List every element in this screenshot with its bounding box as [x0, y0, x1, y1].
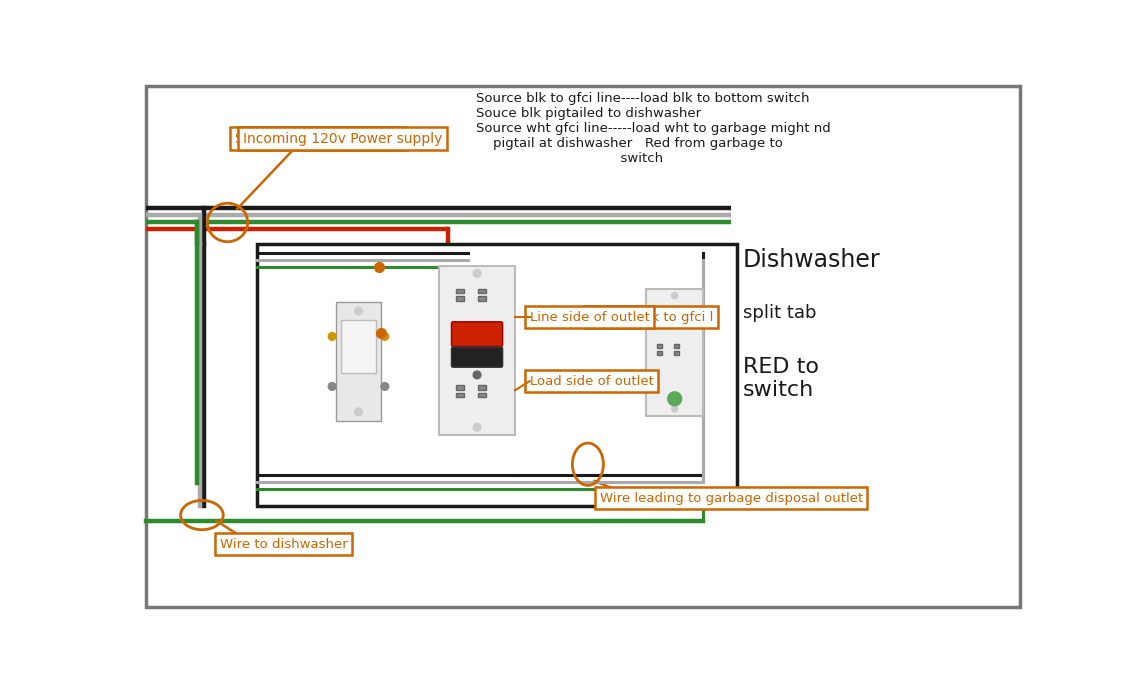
Bar: [657, 344, 662, 348]
Bar: [478, 385, 486, 390]
Bar: [456, 296, 464, 301]
Circle shape: [473, 423, 481, 431]
FancyBboxPatch shape: [336, 302, 381, 421]
Circle shape: [671, 405, 678, 412]
Bar: [456, 392, 464, 397]
Bar: [674, 306, 679, 309]
Text: Source blk to gfci line----load blk to bottom switch
Souce blk pigtailed to dish: Source blk to gfci line----load blk to b…: [476, 91, 831, 165]
Bar: [674, 351, 679, 355]
Bar: [674, 313, 679, 316]
Text: Load side of outlet: Load side of outlet: [530, 375, 653, 388]
Bar: [657, 351, 662, 355]
Bar: [674, 344, 679, 348]
Bar: [657, 306, 662, 309]
Text: Source blk to gfci line---: Source blk to gfci line---: [236, 132, 401, 145]
Circle shape: [473, 270, 481, 277]
Circle shape: [668, 392, 682, 405]
Text: split tab: split tab: [743, 305, 816, 322]
Bar: [478, 296, 486, 301]
Circle shape: [328, 383, 336, 390]
Text: Line side of outlet: Line side of outlet: [530, 311, 650, 324]
Text: Source blk to gfci l: Source blk to gfci l: [588, 311, 714, 324]
FancyBboxPatch shape: [257, 244, 737, 506]
Circle shape: [355, 408, 362, 416]
Text: Wire leading to garbage disposal outlet: Wire leading to garbage disposal outlet: [600, 492, 863, 505]
FancyBboxPatch shape: [646, 289, 703, 416]
Text: Wire to dishwasher: Wire to dishwasher: [220, 538, 347, 551]
FancyBboxPatch shape: [452, 347, 503, 367]
Bar: [456, 289, 464, 294]
Bar: [478, 392, 486, 397]
FancyBboxPatch shape: [439, 265, 516, 435]
Circle shape: [328, 333, 336, 340]
FancyBboxPatch shape: [341, 320, 376, 373]
FancyBboxPatch shape: [146, 86, 1021, 606]
Bar: [456, 385, 464, 390]
Bar: [478, 289, 486, 294]
Circle shape: [381, 333, 389, 340]
Bar: [657, 313, 662, 316]
Circle shape: [671, 292, 678, 298]
Circle shape: [473, 371, 481, 379]
Circle shape: [381, 383, 389, 390]
Text: Incoming 120v Power supply: Incoming 120v Power supply: [244, 132, 443, 145]
FancyBboxPatch shape: [452, 322, 503, 346]
Text: Dishwasher: Dishwasher: [743, 248, 881, 272]
Circle shape: [355, 307, 362, 315]
Text: RED to
switch: RED to switch: [743, 357, 819, 401]
